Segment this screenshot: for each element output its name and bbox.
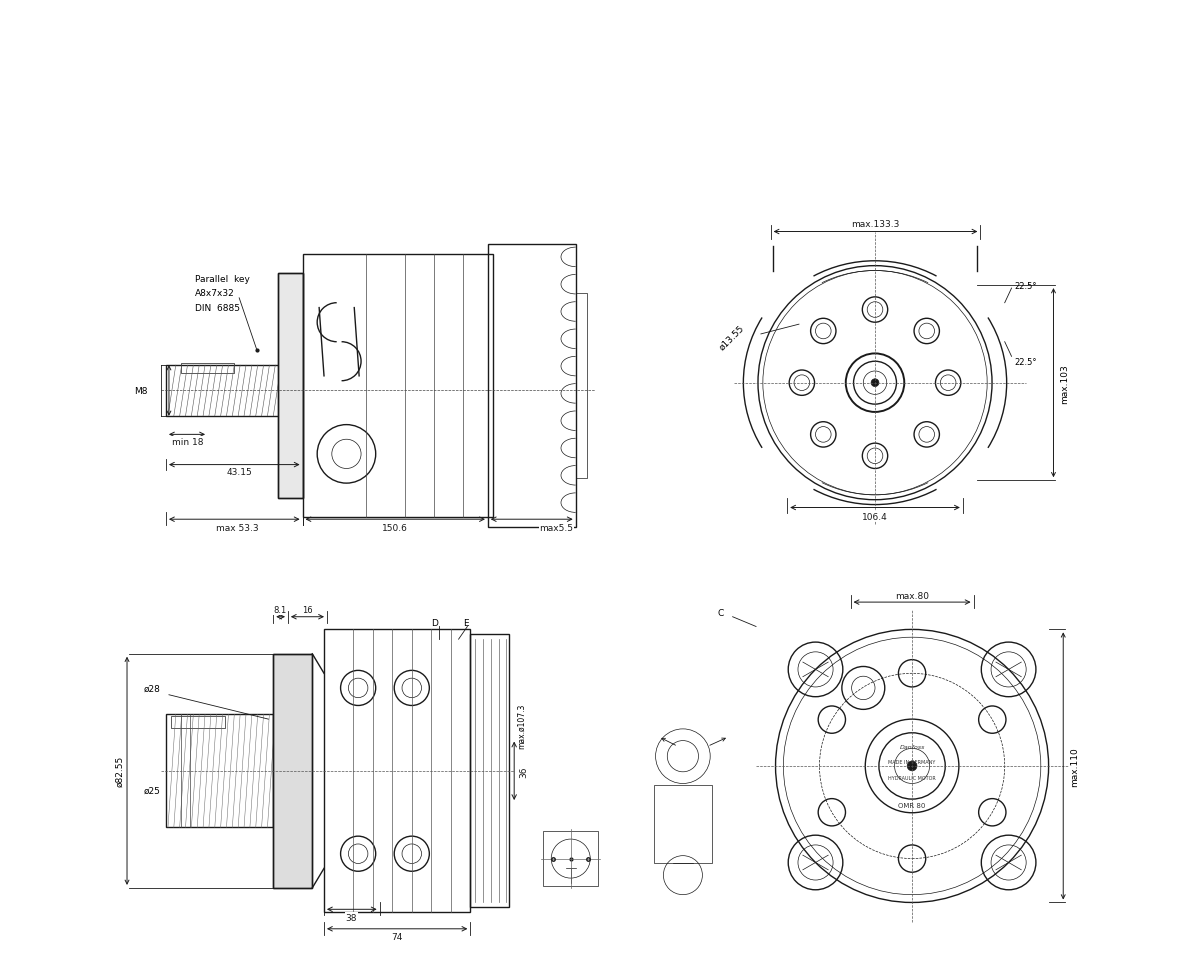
Bar xyxy=(488,245,576,528)
Text: 22.5°: 22.5° xyxy=(1014,281,1037,290)
Bar xyxy=(654,786,712,864)
Text: A8x7x32: A8x7x32 xyxy=(196,289,235,298)
Text: 38: 38 xyxy=(346,913,358,921)
Circle shape xyxy=(907,761,917,771)
Text: OMR 80: OMR 80 xyxy=(899,802,925,808)
Text: 8.1: 8.1 xyxy=(274,606,287,615)
Text: max.133.3: max.133.3 xyxy=(851,220,899,229)
Text: ø13.55: ø13.55 xyxy=(718,323,745,352)
Text: max.ø107.3: max.ø107.3 xyxy=(517,702,526,748)
Bar xyxy=(470,635,509,908)
Bar xyxy=(576,294,587,479)
Text: MADE IN GERMANY: MADE IN GERMANY xyxy=(888,759,936,764)
Text: 16: 16 xyxy=(302,606,313,615)
Bar xyxy=(181,363,234,373)
Text: 43.15: 43.15 xyxy=(227,467,252,477)
Text: DIN  6885: DIN 6885 xyxy=(196,304,240,313)
Text: 150.6: 150.6 xyxy=(383,524,408,532)
Text: D: D xyxy=(431,618,438,627)
Text: min 18: min 18 xyxy=(172,438,203,446)
Text: max5.5: max5.5 xyxy=(539,524,574,532)
Text: Parallel  key: Parallel key xyxy=(196,275,250,283)
Text: 106.4: 106.4 xyxy=(862,512,888,522)
Text: Danfoss: Danfoss xyxy=(899,744,925,749)
Text: max.103: max.103 xyxy=(1061,363,1069,404)
Text: max 53.3: max 53.3 xyxy=(216,524,258,532)
Circle shape xyxy=(871,379,878,387)
Text: max.110: max.110 xyxy=(1070,746,1079,786)
Bar xyxy=(274,655,312,888)
Bar xyxy=(274,655,312,888)
Text: C: C xyxy=(718,609,724,617)
Text: 36: 36 xyxy=(520,765,528,777)
Bar xyxy=(166,714,274,828)
Bar xyxy=(170,716,224,728)
Bar xyxy=(324,630,470,913)
Text: ø28: ø28 xyxy=(144,684,161,693)
Bar xyxy=(544,831,598,886)
Bar xyxy=(278,275,302,498)
Text: M8: M8 xyxy=(134,387,148,396)
Bar xyxy=(278,275,302,498)
Text: E: E xyxy=(463,618,469,627)
Text: 74: 74 xyxy=(391,932,403,941)
Text: HYDRAULIC MOTOR: HYDRAULIC MOTOR xyxy=(888,776,936,781)
Text: ø82.55: ø82.55 xyxy=(115,755,125,786)
Text: max.80: max.80 xyxy=(895,591,929,600)
Bar xyxy=(166,365,283,416)
Text: ø25: ø25 xyxy=(144,786,161,795)
Text: 22.5°: 22.5° xyxy=(1014,358,1037,366)
Bar xyxy=(302,255,493,518)
